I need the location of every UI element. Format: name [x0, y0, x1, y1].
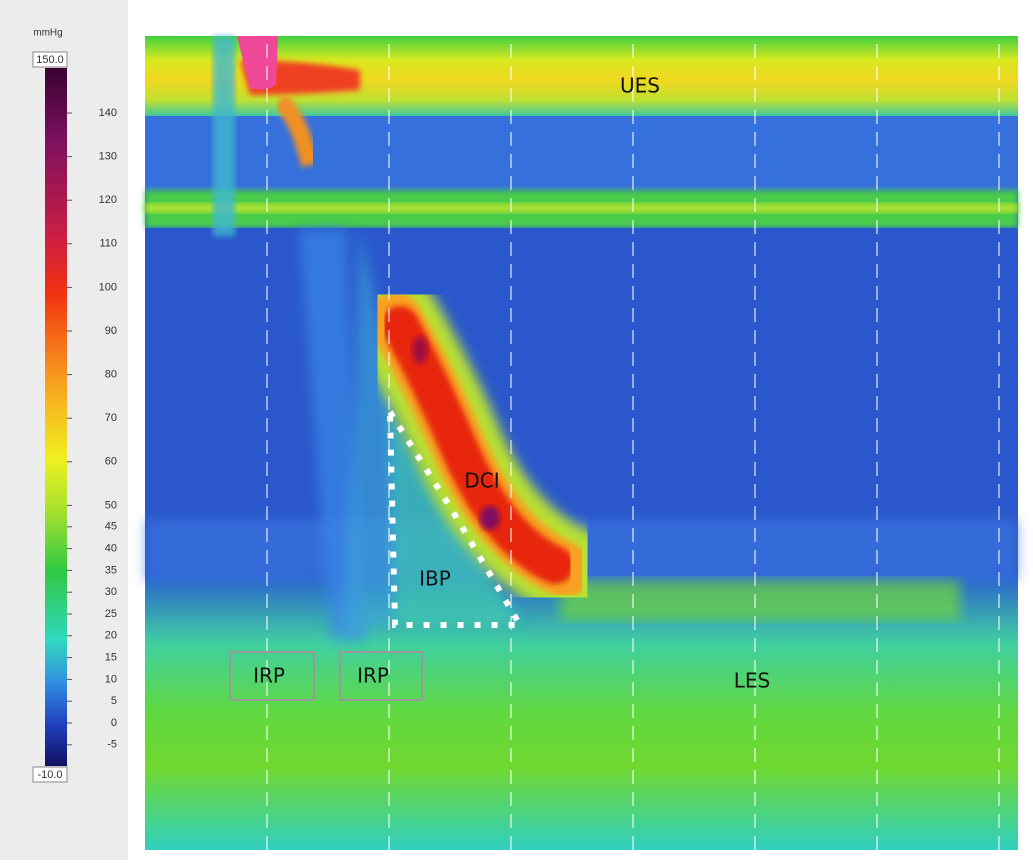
colorbar-tick-label: 70	[105, 412, 117, 424]
colorbar-tick-label: 60	[105, 456, 117, 468]
colorbar-tick-label: 0	[111, 717, 117, 729]
manometry-screen: mmHg 150.0 -10.0 14013012011010090807060…	[0, 0, 1033, 863]
colorbar-tick-label: 15	[105, 652, 117, 664]
colorbar-tick-label: 35	[105, 564, 117, 576]
colorbar-min: -10.0	[37, 769, 62, 781]
irp-label: IRP	[357, 664, 389, 688]
colorbar-tick-label: 110	[99, 238, 117, 250]
colorbar-tick-label: 5	[111, 695, 117, 707]
colorbar-tick-label: 140	[99, 107, 117, 119]
colorbar-tick-label: 100	[99, 281, 117, 293]
colorbar-tick-label: 40	[105, 543, 117, 555]
colorbar-tick-label: 50	[105, 499, 117, 511]
ues-label: UES	[620, 74, 660, 98]
colorbar-tick-label: 30	[105, 586, 117, 598]
colorbar-tick-label: 80	[105, 369, 117, 381]
dci-label: DCI	[464, 469, 499, 493]
les-label: LES	[734, 669, 770, 693]
ibp-label: IBP	[419, 567, 451, 591]
colorbar-unit: mmHg	[33, 28, 62, 39]
colorbar-tick-label: 25	[105, 608, 117, 620]
colorbar-max: 150.0	[36, 54, 64, 66]
colorbar-tick-label: 120	[99, 194, 117, 206]
colorbar-tick-label: 20	[105, 630, 117, 642]
colorbar	[45, 68, 67, 766]
irp-label: IRP	[253, 664, 285, 688]
pressure-map	[145, 36, 1018, 850]
colorbar-tick-label: 90	[105, 325, 117, 337]
colorbar-tick-label: 10	[105, 673, 117, 685]
colorbar-tick-label: 130	[99, 151, 117, 163]
colorbar-tick-label: 45	[105, 521, 117, 533]
colorbar-tick-label: -5	[107, 739, 117, 751]
